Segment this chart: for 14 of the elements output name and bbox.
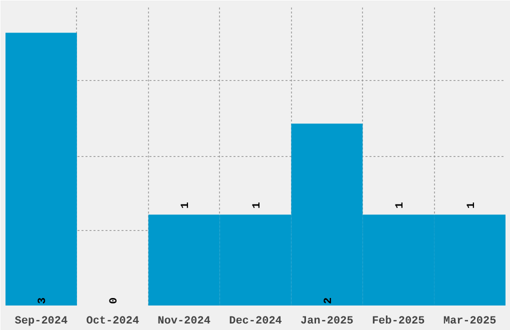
data-label: 1 <box>252 202 264 209</box>
x-tick-label: Mar-2025 <box>443 316 497 328</box>
data-label: 1 <box>466 202 478 209</box>
data-label: 3 <box>37 297 50 304</box>
x-tick-label: Dec-2024 <box>229 316 282 328</box>
x-tick-label: Feb-2025 <box>372 316 426 328</box>
data-label: 2 <box>322 297 335 304</box>
x-tick-label: Sep-2024 <box>14 316 68 328</box>
x-tick-label: Jan-2025 <box>300 316 354 328</box>
x-tick-label: Oct-2024 <box>86 316 140 328</box>
data-label: 1 <box>394 202 406 209</box>
data-label: 0 <box>108 297 121 304</box>
x-tick-label: Nov-2024 <box>158 316 211 328</box>
data-label: 1 <box>180 202 192 209</box>
